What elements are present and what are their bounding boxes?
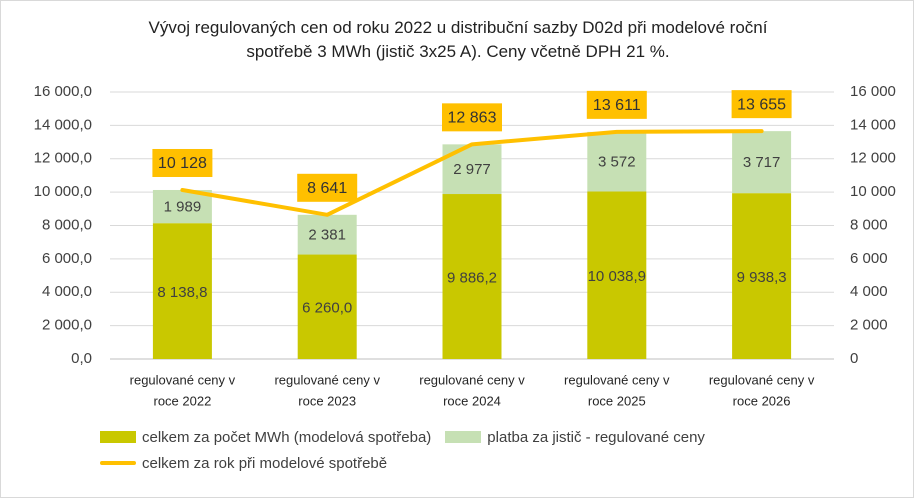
data-label-energy: 9 886,2 <box>447 269 497 286</box>
legend-label-breaker: platba za jistič - regulované ceny <box>487 428 705 446</box>
bar-energy <box>587 191 647 359</box>
y-tick-label-left: 0,0 <box>71 350 92 367</box>
y-tick-label-left: 8 000,0 <box>42 216 92 233</box>
chart-title-line-2: spotřebě 3 MWh (jistič 3x25 A). Ceny vče… <box>246 42 670 61</box>
bar-energy <box>297 254 357 359</box>
bar-breaker <box>732 131 792 194</box>
data-label-total: 13 611 <box>593 97 641 114</box>
legend-label-energy: celkem za počet MWh (modelová spotřeba) <box>142 428 432 446</box>
y-tick-label-left: 2 000,0 <box>42 317 92 334</box>
x-tick-label: roce 2023 <box>298 393 356 408</box>
x-tick-label: roce 2024 <box>443 393 501 408</box>
data-label-total: 12 863 <box>448 110 497 127</box>
y-tick-label-left: 10 000,0 <box>34 183 92 200</box>
x-tick-label: regulované ceny v <box>709 372 815 387</box>
legend-row-2: celkem za rok při modelové spotřebě <box>100 450 880 476</box>
y-tick-label-left: 6 000,0 <box>42 250 92 267</box>
bar-energy <box>442 194 502 359</box>
data-label-energy: 8 138,8 <box>157 284 207 301</box>
bar-breaker <box>587 131 647 192</box>
x-tick-label: regulované ceny v <box>564 372 670 387</box>
legend-item-energy: celkem za počet MWh (modelová spotřeba) <box>100 429 431 446</box>
data-label-breaker: 2 381 <box>308 227 346 244</box>
data-label-energy: 10 038,9 <box>588 268 646 285</box>
data-label-total: 10 128 <box>158 155 207 172</box>
chart-title-line-1: Vývoj regulovaných cen od roku 2022 u di… <box>148 18 768 37</box>
bar-energy <box>732 193 792 359</box>
y-tick-label-right: 10 000 <box>850 183 896 200</box>
bar-energy <box>152 223 212 359</box>
legend-swatch-breaker <box>445 431 482 443</box>
data-label-breaker: 1 989 <box>164 199 202 216</box>
chart-title: Vývoj regulovaných cen od roku 2022 u di… <box>0 16 916 64</box>
x-tick-label: regulované ceny v <box>130 372 236 387</box>
y-tick-label-right: 0 <box>850 350 858 367</box>
legend-item-total: celkem za rok při modelové spotřebě <box>100 455 387 472</box>
legend-label-total: celkem za rok při modelové spotřebě <box>142 454 388 472</box>
data-label-breaker: 3 717 <box>743 154 781 171</box>
x-tick-label: regulované ceny v <box>274 372 380 387</box>
y-tick-label-right: 14 000 <box>850 116 896 133</box>
y-tick-label-left: 12 000,0 <box>34 150 92 167</box>
data-label-total-box <box>731 90 792 119</box>
y-tick-label-right: 6 000 <box>850 250 888 267</box>
data-label-breaker: 2 977 <box>453 161 491 178</box>
y-tick-label-right: 12 000 <box>850 150 896 167</box>
y-tick-label-left: 4 000,0 <box>42 283 92 300</box>
x-tick-label: regulované ceny v <box>419 372 525 387</box>
bar-breaker <box>297 214 357 255</box>
data-label-energy: 9 938,3 <box>737 269 787 286</box>
y-tick-label-right: 4 000 <box>850 283 888 300</box>
legend-swatch-energy <box>100 431 136 443</box>
data-label-energy: 6 260,0 <box>302 300 352 317</box>
y-tick-label-right: 16 000 <box>850 83 896 100</box>
y-tick-label-left: 14 000,0 <box>34 116 92 133</box>
data-label-total-box <box>442 103 502 132</box>
line-total <box>180 129 764 217</box>
y-tick-label-right: 2 000 <box>850 317 888 334</box>
x-tick-label: roce 2026 <box>733 393 791 408</box>
bar-breaker <box>152 189 212 224</box>
data-label-total: 13 655 <box>737 96 786 113</box>
data-label-total-box <box>586 90 647 119</box>
y-tick-label-left: 16 000,0 <box>34 83 92 100</box>
data-label-total-box <box>297 173 358 202</box>
legend-swatch-total <box>100 461 136 465</box>
x-tick-label: roce 2022 <box>153 393 211 408</box>
data-label-total-box <box>152 148 213 177</box>
legend-item-breaker: platba za jistič - regulované ceny <box>445 429 705 446</box>
y-tick-label-right: 8 000 <box>850 216 888 233</box>
x-tick-label: roce 2025 <box>588 393 646 408</box>
legend-row-1: celkem za počet MWh (modelová spotřeba) … <box>100 424 880 450</box>
data-label-breaker: 3 572 <box>598 154 636 171</box>
chart-legend: celkem za počet MWh (modelová spotřeba) … <box>100 424 880 476</box>
data-label-total: 8 641 <box>307 180 347 197</box>
